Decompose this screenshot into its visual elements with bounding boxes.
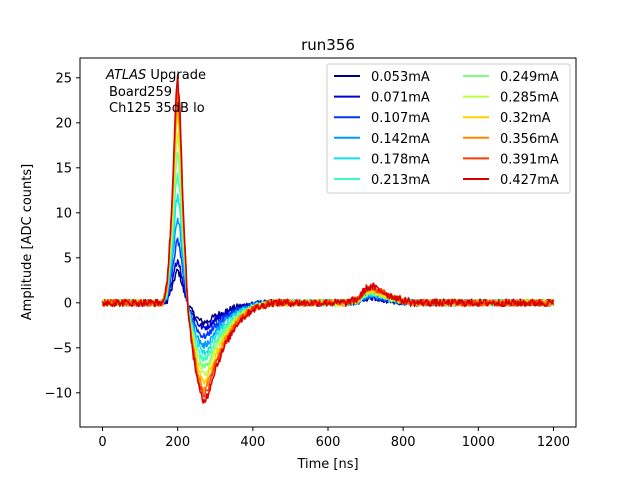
- chart-title: run356: [301, 36, 355, 54]
- y-tick-label: 5: [64, 251, 72, 266]
- x-tick-label: 1000: [462, 435, 495, 450]
- legend-frame: [326, 63, 571, 194]
- x-tick-label: 800: [391, 435, 416, 450]
- legend-label: 0.142mA: [371, 132, 430, 147]
- legend-label: 0.071mA: [371, 91, 430, 106]
- legend-label: 0.178mA: [371, 152, 430, 167]
- legend-label: 0.285mA: [500, 91, 559, 106]
- y-tick-label: 10: [55, 206, 72, 221]
- legend-label: 0.213mA: [371, 173, 430, 188]
- series-line: [101, 193, 555, 356]
- annotation-line-3: Ch125 35dB lo: [109, 101, 205, 116]
- legend-label: 0.053mA: [371, 70, 430, 85]
- y-tick-label: −5: [53, 341, 72, 356]
- x-tick-label: 200: [165, 435, 190, 450]
- series-line: [101, 73, 555, 404]
- upgrade-label: Upgrade: [146, 68, 206, 83]
- y-axis-label: Amplitude [ADC counts]: [20, 164, 35, 320]
- legend-label: 0.107mA: [371, 111, 430, 126]
- annotation-line-2: Board259: [109, 85, 172, 100]
- atlas-annotation: ATLAS Upgrade Board259 Ch125 35dB lo: [105, 68, 206, 116]
- legend-label: 0.249mA: [500, 70, 559, 85]
- x-tick-label: 1200: [537, 435, 570, 450]
- legend-label: 0.32mA: [500, 111, 551, 126]
- atlas-label: ATLAS: [105, 68, 146, 83]
- legend-label: 0.356mA: [500, 132, 559, 147]
- y-tick-label: 0: [64, 296, 72, 311]
- y-tick-label: 15: [55, 161, 72, 176]
- y-tick-label: 20: [55, 116, 72, 131]
- plot-area: [79, 57, 577, 428]
- x-tick-label: 0: [98, 435, 106, 450]
- legend-label: 0.427mA: [500, 173, 559, 188]
- x-tick-label: 600: [316, 435, 341, 450]
- x-tick-label: 400: [240, 435, 265, 450]
- annotation-line-1: ATLAS Upgrade: [105, 68, 206, 83]
- x-axis: 0 200 400 600 800 1000 1200: [98, 427, 570, 450]
- series-layer: [101, 73, 555, 404]
- y-tick-label: −10: [45, 386, 72, 401]
- legend-label: 0.391mA: [500, 152, 559, 167]
- x-axis-label: Time [ns]: [296, 457, 358, 472]
- y-tick-label: 25: [55, 71, 72, 86]
- y-axis: −10 −5 0 5 10 15 20 25: [45, 71, 80, 401]
- legend: 0.053mA 0.071mA 0.107mA 0.142mA 0.178mA 0.213…: [326, 63, 571, 194]
